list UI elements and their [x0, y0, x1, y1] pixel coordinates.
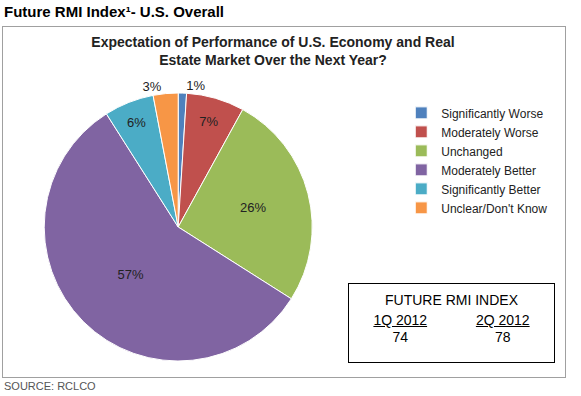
html-text:2Q 2012: 2Q 2012	[475, 312, 530, 328]
html-text:SOURCE: RCLCO: SOURCE: RCLCO	[4, 380, 96, 392]
html-text:74: 74	[392, 329, 408, 345]
html-text:Future RMI Index¹- U.S. Overal: Future RMI Index¹- U.S. Overall	[4, 3, 224, 20]
html-text:78: 78	[495, 329, 511, 345]
svg-text:Unclear/Don't Know: Unclear/Don't Know	[441, 202, 547, 216]
svg-text:3%: 3%	[143, 79, 162, 94]
html-text:FUTURE RMI INDEX: FUTURE RMI INDEX	[385, 292, 518, 308]
html-text:1Q 2012: 1Q 2012	[373, 312, 428, 328]
svg-text:26%: 26%	[240, 200, 266, 215]
svg-text:1%: 1%	[186, 78, 205, 93]
svg-text:Significantly Worse: Significantly Worse	[441, 107, 543, 121]
html-text:Expectation of Performance of: Expectation of Performance of U.S. Econo…	[91, 34, 455, 68]
svg-text:Significantly Better: Significantly Better	[441, 183, 540, 197]
svg-text:Moderately Better: Moderately Better	[441, 164, 536, 178]
svg-text:Unchanged: Unchanged	[441, 145, 502, 159]
svg-text:57%: 57%	[118, 267, 144, 282]
svg-text:7%: 7%	[199, 114, 218, 129]
svg-text:Moderately Worse: Moderately Worse	[441, 126, 538, 140]
svg-text:6%: 6%	[127, 115, 146, 130]
